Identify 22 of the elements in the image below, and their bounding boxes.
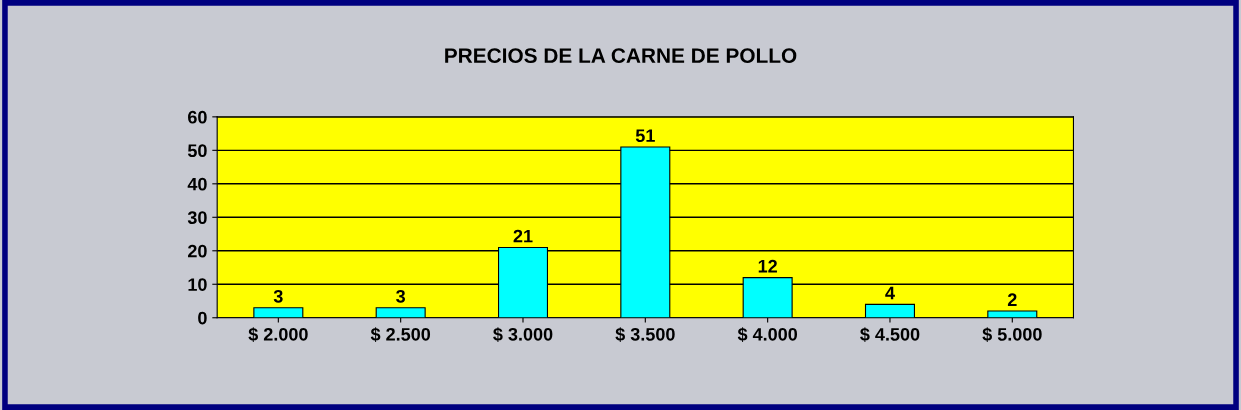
x-tick-label: $ 4.500 bbox=[860, 327, 920, 342]
x-tick-label: $ 2.500 bbox=[370, 327, 431, 342]
y-tick-label: 50 bbox=[187, 144, 207, 158]
data-label: 4 bbox=[885, 286, 895, 300]
y-tick-label: 20 bbox=[188, 244, 207, 258]
y-tick-label: 10 bbox=[188, 278, 207, 291]
y-tick-label: 60 bbox=[188, 110, 207, 124]
data-label: 51 bbox=[635, 129, 655, 143]
data-label: 2 bbox=[1007, 293, 1017, 306]
y-tick-label: 0 bbox=[198, 311, 207, 325]
data-label: 3 bbox=[273, 289, 283, 303]
y-tick-label: 30 bbox=[187, 211, 207, 225]
y-tick-label: 40 bbox=[187, 177, 207, 191]
data-label: 12 bbox=[758, 259, 777, 273]
x-tick-label: $ 4.000 bbox=[737, 327, 798, 342]
x-tick-label: $ 2.000 bbox=[248, 327, 308, 342]
x-tick-label: $ 5.000 bbox=[982, 327, 1042, 342]
chart-title: PRECIOS DE LA CARNE DE POLLO bbox=[445, 48, 797, 63]
data-label: 21 bbox=[513, 229, 533, 243]
x-tick-label: $ 3.500 bbox=[615, 327, 675, 342]
x-tick-label: $ 3.000 bbox=[493, 327, 553, 342]
data-label: 3 bbox=[396, 289, 406, 303]
